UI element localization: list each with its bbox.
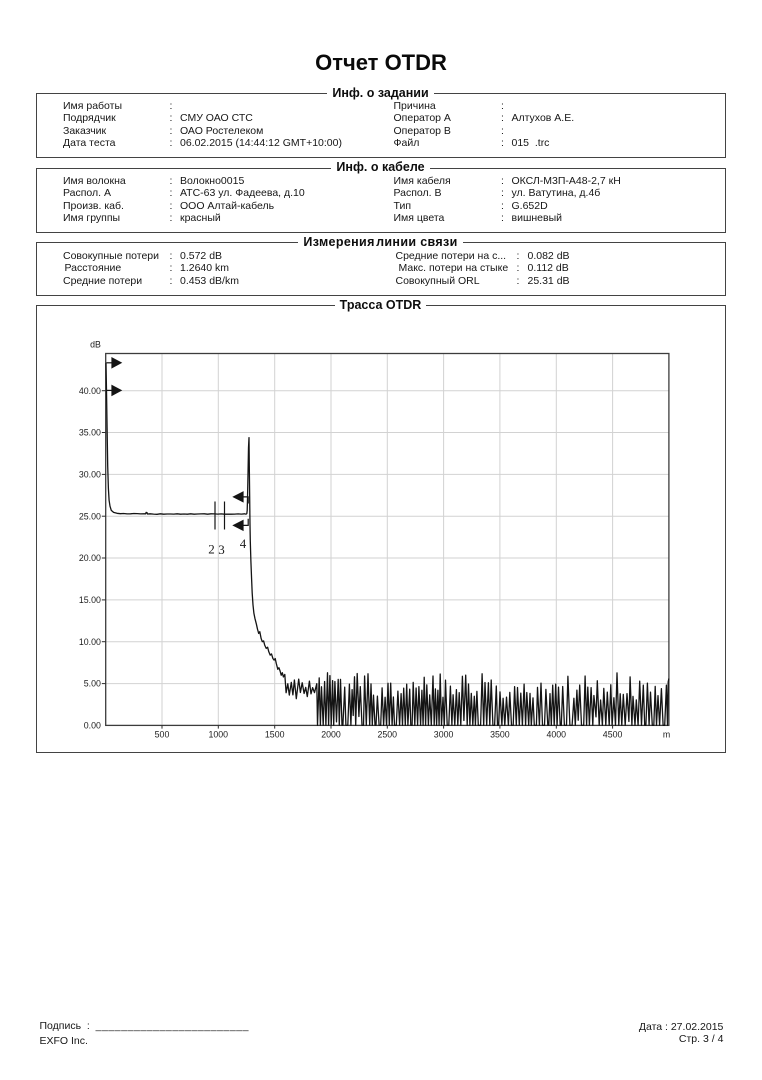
svg-text:25.00: 25.00 <box>79 511 101 521</box>
svg-text:40.00: 40.00 <box>79 386 101 396</box>
svg-text:15.00: 15.00 <box>79 595 101 605</box>
svg-text:1500: 1500 <box>265 730 285 740</box>
svg-text:3: 3 <box>218 542 225 557</box>
svg-text:30.00: 30.00 <box>79 470 101 480</box>
svg-text:4000: 4000 <box>547 730 567 740</box>
svg-text:10.00: 10.00 <box>79 637 101 647</box>
svg-text:35.00: 35.00 <box>79 428 101 438</box>
svg-text:20.00: 20.00 <box>79 553 101 563</box>
svg-text:0.00: 0.00 <box>84 721 101 731</box>
svg-text:4500: 4500 <box>603 730 623 740</box>
svg-text:m: m <box>663 730 670 740</box>
svg-text:4: 4 <box>240 536 247 551</box>
svg-text:3000: 3000 <box>434 730 454 740</box>
svg-text:2000: 2000 <box>321 730 341 740</box>
svg-text:3500: 3500 <box>490 730 510 740</box>
svg-text:dB: dB <box>90 340 101 350</box>
svg-text:2500: 2500 <box>378 730 398 740</box>
svg-text:500: 500 <box>155 730 170 740</box>
svg-text:5.00: 5.00 <box>84 679 101 689</box>
svg-text:2: 2 <box>208 542 215 557</box>
svg-text:1000: 1000 <box>209 730 229 740</box>
